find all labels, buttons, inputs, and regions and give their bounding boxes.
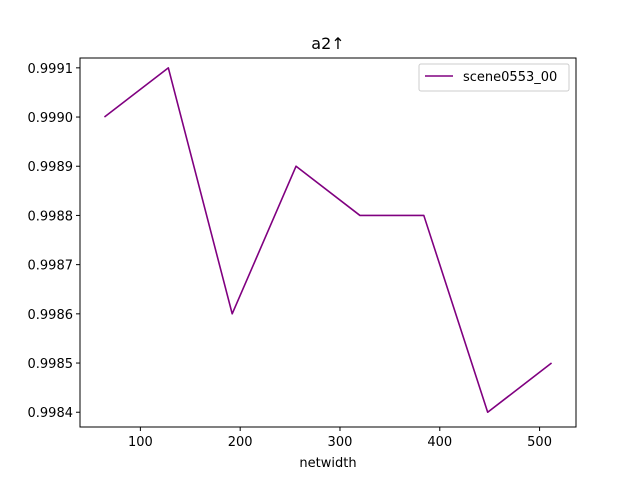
y-tick-label: 0.9988 [28,209,74,224]
x-axis-label: netwidth [299,456,356,471]
y-tick-label: 0.9987 [28,259,74,274]
legend-box [418,63,570,92]
chart-title: a2↑ [311,34,344,53]
y-tick-label: 0.9991 [28,62,74,77]
y-tick-label: 0.9984 [28,406,74,421]
legend-label: scene0553_00 [463,70,557,85]
x-tick-label: 400 [427,435,452,450]
x-tick-label: 300 [328,435,353,450]
y-tick-label: 0.9990 [28,111,74,126]
plot-area: 100 200 300 400 500 0.9984 0.9985 0.9986 0.9987 0… [28,57,577,450]
legend: scene0553_00 [418,63,570,92]
y-tick-label: 0.9986 [28,308,74,323]
x-tick-label: 500 [527,435,552,450]
x-tick-label: 200 [228,435,253,450]
series-line-0 [103,67,553,414]
y-tick-label: 0.9985 [28,357,74,372]
x-tick-label: 100 [128,435,153,450]
axes-frame [79,57,577,428]
y-tick-label: 0.9989 [28,160,74,175]
